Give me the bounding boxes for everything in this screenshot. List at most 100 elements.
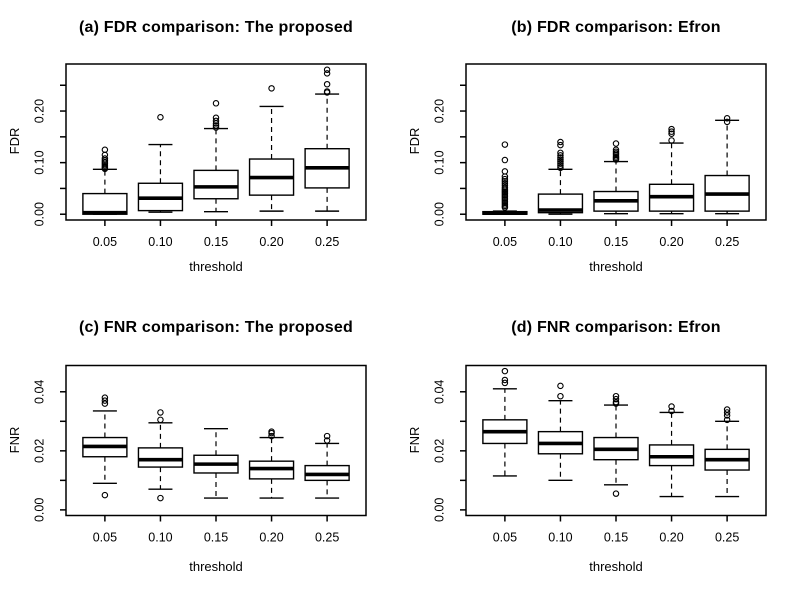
outlier-point	[501, 367, 509, 375]
outlier-point	[557, 154, 564, 161]
x-axis-label: threshold	[589, 559, 643, 574]
outlier-point	[268, 432, 275, 440]
box-0.20	[648, 403, 695, 498]
outlier-point	[723, 409, 731, 416]
outlier-point	[557, 158, 564, 165]
y-tick-label: 0.00	[32, 202, 46, 226]
x-axis-label: threshold	[189, 259, 243, 274]
boxplot-canvas-c: 0.00 0.02 0.04 0.05 0.10 0.15 0.20 0.25	[32, 364, 367, 545]
x-tick-label: 0.25	[315, 531, 339, 545]
outlier-point	[557, 392, 564, 400]
outlier-point	[612, 140, 620, 147]
outlier-point	[501, 184, 509, 191]
outlier-point	[501, 177, 509, 185]
outlier-point	[557, 382, 564, 390]
y-axis: 0.00 0.10 0.20	[432, 84, 466, 226]
box-0.10	[537, 138, 584, 215]
outlier-point	[501, 376, 509, 384]
outlier-point	[157, 494, 164, 502]
iqr-box	[537, 193, 584, 214]
x-tick-label: 0.25	[715, 531, 739, 545]
outlier-point	[212, 114, 220, 122]
x-tick-label: 0.15	[604, 531, 628, 545]
box-0.25	[304, 66, 350, 212]
y-tick-label: 0.02	[432, 439, 446, 463]
box-0.05	[482, 141, 528, 215]
x-tick-label: 0.15	[204, 531, 228, 545]
y-tick-label: 0.00	[32, 498, 46, 522]
x-tick-label: 0.20	[259, 235, 283, 249]
x-tick-label: 0.15	[204, 235, 228, 249]
outlier-point	[612, 392, 620, 400]
panel-title: (a) FDR comparison: The proposed	[79, 19, 353, 36]
x-axis: 0.05 0.10 0.15 0.20 0.25	[93, 515, 339, 545]
y-tick-label: 0.10	[432, 150, 446, 174]
boxplot-canvas-a: 0.00 0.10 0.20 0.05 0.10 0.15 0.20 0.25	[32, 63, 367, 249]
outlier-point	[668, 125, 675, 133]
x-tick-label: 0.15	[604, 235, 628, 249]
outlier-point	[212, 117, 220, 125]
box-0.20	[248, 428, 295, 499]
outlier-point	[101, 146, 109, 153]
y-tick-label: 0.02	[32, 439, 46, 463]
box-0.25	[704, 406, 750, 498]
outlier-point	[501, 156, 509, 164]
outlier-point	[668, 403, 675, 410]
x-axis: 0.05 0.10 0.15 0.20 0.25	[93, 220, 339, 249]
outlier-point	[557, 138, 564, 146]
outlier-point	[612, 490, 620, 497]
panel-title: (b) FDR comparison: Efron	[511, 19, 721, 36]
outlier-point	[668, 128, 675, 135]
y-axis: 0.00 0.02 0.04	[32, 380, 66, 522]
outlier-point	[212, 122, 220, 129]
x-axis-label: threshold	[189, 559, 243, 574]
outlier-point	[157, 409, 164, 416]
outlier-point	[101, 397, 109, 404]
outlier-point	[557, 141, 564, 149]
x-tick-label: 0.10	[148, 235, 172, 249]
panel-title: (c) FNR comparison: The proposed	[79, 319, 353, 336]
outlier-point	[557, 160, 564, 167]
outlier-point	[557, 164, 564, 172]
outlier-point	[501, 141, 509, 148]
x-axis-label: threshold	[589, 259, 643, 274]
outlier-point	[501, 168, 509, 175]
x-tick-label: 0.05	[93, 531, 117, 545]
x-axis: 0.05 0.10 0.15 0.20 0.25	[493, 220, 739, 249]
panel-d-fnr-efron: (d) FNR comparison: Efron FNR threshold …	[400, 300, 800, 600]
outlier-point	[668, 130, 675, 137]
box-0.20	[648, 125, 695, 215]
box-0.15	[193, 427, 239, 499]
outlier-point	[268, 428, 275, 435]
y-axis: 0.00 0.02 0.04	[432, 380, 466, 522]
iqr-box	[137, 447, 184, 468]
boxplot-canvas-d: 0.00 0.02 0.04 0.05 0.10 0.15 0.20 0.25	[432, 364, 767, 545]
y-tick-label: 0.20	[32, 99, 46, 123]
x-tick-label: 0.05	[93, 235, 117, 249]
box-0.25	[304, 432, 350, 499]
outlier-point	[501, 180, 509, 187]
panel-a-fdr-proposed: (a) FDR comparison: The proposed FDR thr…	[0, 0, 400, 300]
outlier-point	[501, 379, 509, 387]
y-axis: 0.00 0.10 0.20	[32, 84, 66, 226]
panel-c-fnr-proposed: (c) FNR comparison: The proposed FNR thr…	[0, 300, 400, 600]
outlier-point	[723, 115, 731, 122]
outlier-point	[101, 151, 109, 159]
outlier-point	[612, 146, 620, 153]
box-0.10	[137, 113, 184, 213]
box-0.25	[704, 115, 750, 215]
y-tick-label: 0.20	[432, 99, 446, 123]
box-0.15	[193, 100, 239, 213]
outlier-point	[557, 162, 564, 169]
box-0.05	[82, 394, 128, 499]
x-tick-label: 0.25	[715, 235, 739, 249]
outlier-point	[723, 406, 731, 413]
outlier-point	[557, 156, 564, 163]
x-tick-label: 0.05	[493, 235, 517, 249]
box-0.05	[82, 146, 128, 215]
x-axis: 0.05 0.10 0.15 0.20 0.25	[493, 515, 739, 545]
outlier-point	[212, 100, 220, 107]
box-0.05	[482, 367, 528, 477]
outlier-point	[101, 155, 109, 162]
y-tick-label: 0.10	[32, 150, 46, 174]
